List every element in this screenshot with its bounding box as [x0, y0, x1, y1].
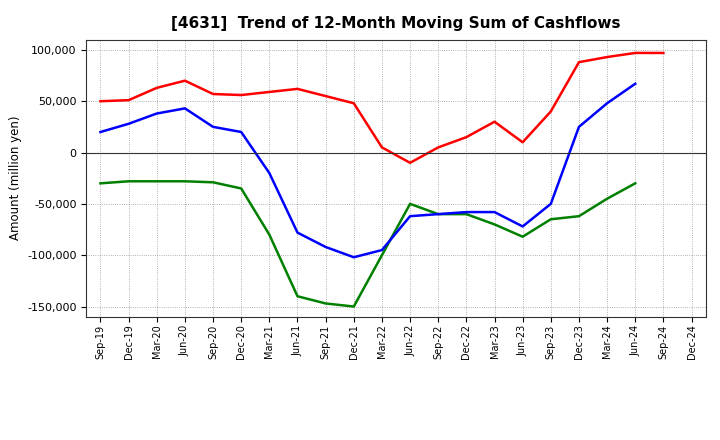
Investing Cashflow [462, 212, 471, 217]
Investing Cashflow [377, 253, 386, 258]
Operating Cashflow [631, 50, 639, 55]
Investing Cashflow [181, 179, 189, 184]
Free Cashflow [575, 124, 583, 129]
Free Cashflow [96, 129, 105, 135]
Operating Cashflow [490, 119, 499, 125]
Free Cashflow [321, 244, 330, 249]
Operating Cashflow [462, 135, 471, 140]
Investing Cashflow [265, 232, 274, 237]
Free Cashflow [237, 129, 246, 135]
Operating Cashflow [265, 89, 274, 95]
Investing Cashflow [237, 186, 246, 191]
Operating Cashflow [181, 78, 189, 83]
Line: Operating Cashflow: Operating Cashflow [101, 53, 663, 163]
Investing Cashflow [546, 216, 555, 222]
Operating Cashflow [406, 160, 415, 165]
Free Cashflow [349, 255, 358, 260]
Investing Cashflow [631, 181, 639, 186]
Investing Cashflow [434, 212, 443, 217]
Free Cashflow [603, 101, 611, 106]
Y-axis label: Amount (million yen): Amount (million yen) [9, 116, 22, 240]
Investing Cashflow [153, 179, 161, 184]
Investing Cashflow [125, 179, 133, 184]
Operating Cashflow [153, 85, 161, 91]
Free Cashflow [293, 230, 302, 235]
Investing Cashflow [293, 293, 302, 299]
Operating Cashflow [575, 59, 583, 65]
Investing Cashflow [96, 181, 105, 186]
Operating Cashflow [237, 92, 246, 98]
Operating Cashflow [349, 101, 358, 106]
Free Cashflow [518, 224, 527, 229]
Operating Cashflow [546, 109, 555, 114]
Free Cashflow [125, 121, 133, 126]
Operating Cashflow [125, 98, 133, 103]
Free Cashflow [265, 170, 274, 176]
Operating Cashflow [321, 93, 330, 99]
Line: Free Cashflow: Free Cashflow [101, 84, 635, 257]
Free Cashflow [546, 201, 555, 206]
Investing Cashflow [406, 201, 415, 206]
Operating Cashflow [518, 139, 527, 145]
Investing Cashflow [575, 213, 583, 219]
Free Cashflow [406, 213, 415, 219]
Investing Cashflow [349, 304, 358, 309]
Free Cashflow [209, 124, 217, 129]
Free Cashflow [153, 111, 161, 116]
Operating Cashflow [293, 86, 302, 92]
Free Cashflow [631, 81, 639, 86]
Line: Investing Cashflow: Investing Cashflow [101, 181, 635, 307]
Investing Cashflow [209, 180, 217, 185]
Investing Cashflow [603, 196, 611, 202]
Operating Cashflow [434, 145, 443, 150]
Title: [4631]  Trend of 12-Month Moving Sum of Cashflows: [4631] Trend of 12-Month Moving Sum of C… [171, 16, 621, 32]
Free Cashflow [490, 209, 499, 215]
Investing Cashflow [518, 234, 527, 239]
Investing Cashflow [321, 301, 330, 306]
Operating Cashflow [209, 92, 217, 97]
Investing Cashflow [490, 222, 499, 227]
Operating Cashflow [659, 50, 667, 55]
Free Cashflow [434, 212, 443, 217]
Free Cashflow [377, 247, 386, 253]
Operating Cashflow [603, 55, 611, 60]
Free Cashflow [462, 209, 471, 215]
Free Cashflow [181, 106, 189, 111]
Operating Cashflow [377, 145, 386, 150]
Operating Cashflow [96, 99, 105, 104]
